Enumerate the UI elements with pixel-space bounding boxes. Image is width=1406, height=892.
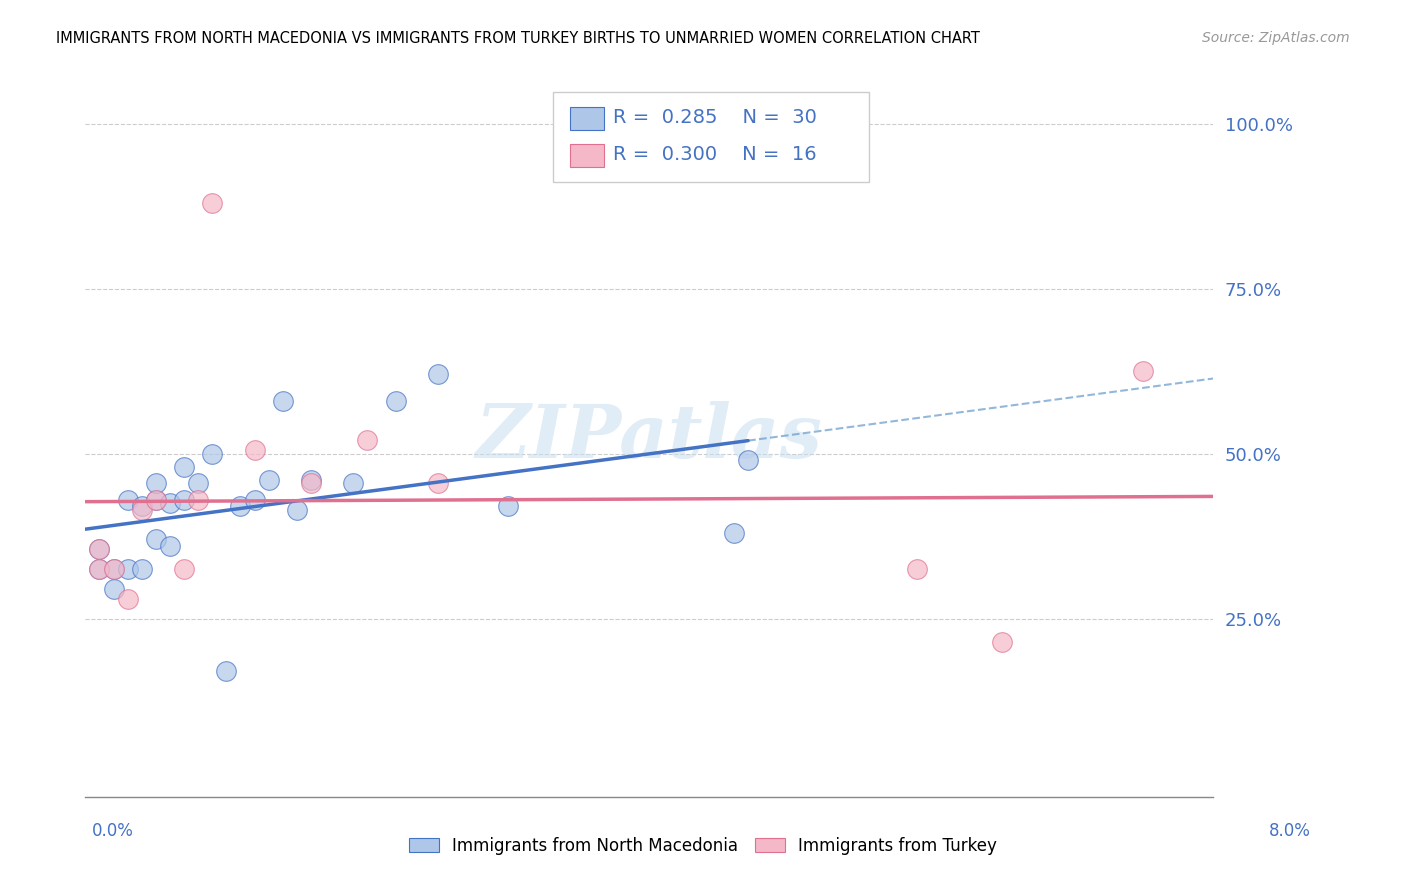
- Point: [187, 492, 209, 507]
- Point: [1132, 364, 1154, 378]
- Point: [89, 562, 111, 576]
- Point: [723, 525, 745, 540]
- Point: [145, 533, 167, 547]
- Point: [905, 562, 928, 576]
- Point: [426, 368, 449, 382]
- Text: R =  0.285    N =  30: R = 0.285 N = 30: [613, 108, 817, 127]
- Point: [201, 195, 224, 210]
- Point: [145, 492, 167, 507]
- Point: [299, 473, 322, 487]
- Point: [426, 476, 449, 491]
- Point: [117, 591, 139, 606]
- Point: [117, 562, 139, 576]
- Text: ZIPatlas: ZIPatlas: [477, 401, 823, 474]
- Text: 0.0%: 0.0%: [91, 822, 134, 840]
- Point: [187, 476, 209, 491]
- Point: [159, 496, 181, 510]
- Point: [117, 492, 139, 507]
- Point: [145, 492, 167, 507]
- Text: R =  0.300    N =  16: R = 0.300 N = 16: [613, 145, 817, 164]
- Point: [356, 434, 378, 448]
- Point: [131, 502, 153, 516]
- Point: [243, 492, 266, 507]
- Point: [131, 500, 153, 514]
- Text: Source: ZipAtlas.com: Source: ZipAtlas.com: [1202, 31, 1350, 45]
- Point: [737, 453, 759, 467]
- Point: [384, 393, 406, 408]
- Text: 8.0%: 8.0%: [1268, 822, 1310, 840]
- Point: [103, 562, 125, 576]
- Point: [285, 502, 308, 516]
- Point: [243, 443, 266, 458]
- FancyBboxPatch shape: [554, 92, 869, 182]
- Point: [215, 665, 238, 679]
- Point: [173, 492, 195, 507]
- Point: [131, 562, 153, 576]
- Point: [201, 446, 224, 460]
- Point: [299, 476, 322, 491]
- Point: [271, 393, 294, 408]
- Point: [498, 500, 520, 514]
- Point: [173, 562, 195, 576]
- Legend: Immigrants from North Macedonia, Immigrants from Turkey: Immigrants from North Macedonia, Immigra…: [402, 830, 1004, 862]
- Point: [173, 459, 195, 474]
- Point: [145, 476, 167, 491]
- Point: [89, 542, 111, 557]
- Point: [257, 473, 280, 487]
- Point: [89, 542, 111, 557]
- FancyBboxPatch shape: [571, 107, 605, 130]
- Point: [103, 582, 125, 596]
- Point: [89, 562, 111, 576]
- Point: [342, 476, 364, 491]
- Point: [991, 634, 1014, 648]
- Point: [159, 539, 181, 553]
- Point: [229, 500, 252, 514]
- Text: IMMIGRANTS FROM NORTH MACEDONIA VS IMMIGRANTS FROM TURKEY BIRTHS TO UNMARRIED WO: IMMIGRANTS FROM NORTH MACEDONIA VS IMMIG…: [56, 31, 980, 46]
- FancyBboxPatch shape: [571, 145, 605, 168]
- Point: [103, 562, 125, 576]
